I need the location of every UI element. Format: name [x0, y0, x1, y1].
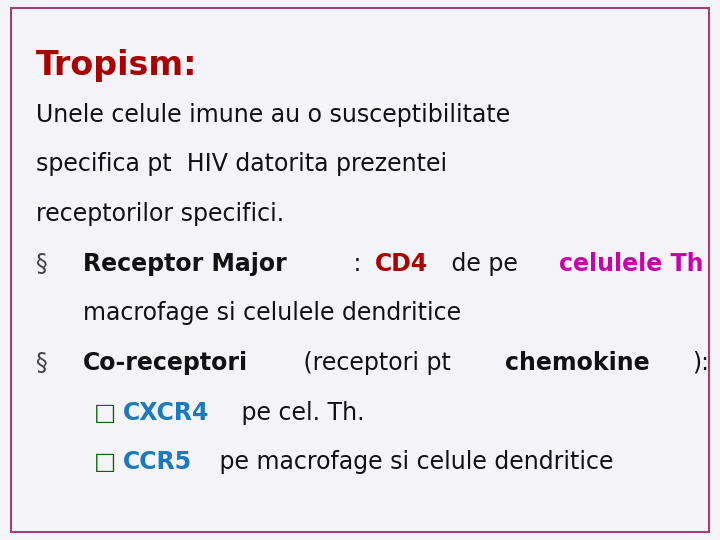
Text: (receptori pt: (receptori pt: [296, 351, 458, 375]
Text: specifica pt  HIV datorita prezentei: specifica pt HIV datorita prezentei: [36, 152, 447, 176]
Text: □: □: [94, 401, 116, 424]
Text: Co-receptori: Co-receptori: [83, 351, 248, 375]
Text: chemokine: chemokine: [505, 351, 650, 375]
Text: Tropism:: Tropism:: [36, 49, 197, 82]
Text: receptorilor specifici.: receptorilor specifici.: [36, 202, 284, 226]
Text: pe macrofage si celule dendritice: pe macrofage si celule dendritice: [212, 450, 613, 474]
Text: §: §: [36, 252, 48, 275]
Text: de pe: de pe: [444, 252, 533, 275]
Text: CXCR4: CXCR4: [122, 401, 209, 424]
Text: CCR5: CCR5: [122, 450, 192, 474]
Text: celulele Th: celulele Th: [559, 252, 703, 275]
Text: ):: ):: [692, 351, 709, 375]
Text: Receptor Major: Receptor Major: [83, 252, 287, 275]
Text: :: :: [346, 252, 369, 275]
Text: CD4: CD4: [375, 252, 428, 275]
FancyBboxPatch shape: [11, 8, 709, 532]
Text: §: §: [36, 351, 48, 375]
Text: pe cel. Th.: pe cel. Th.: [234, 401, 364, 424]
Text: macrofage si celulele dendritice: macrofage si celulele dendritice: [83, 301, 461, 325]
Text: Unele celule imune au o susceptibilitate: Unele celule imune au o susceptibilitate: [36, 103, 510, 126]
Text: □: □: [94, 450, 116, 474]
